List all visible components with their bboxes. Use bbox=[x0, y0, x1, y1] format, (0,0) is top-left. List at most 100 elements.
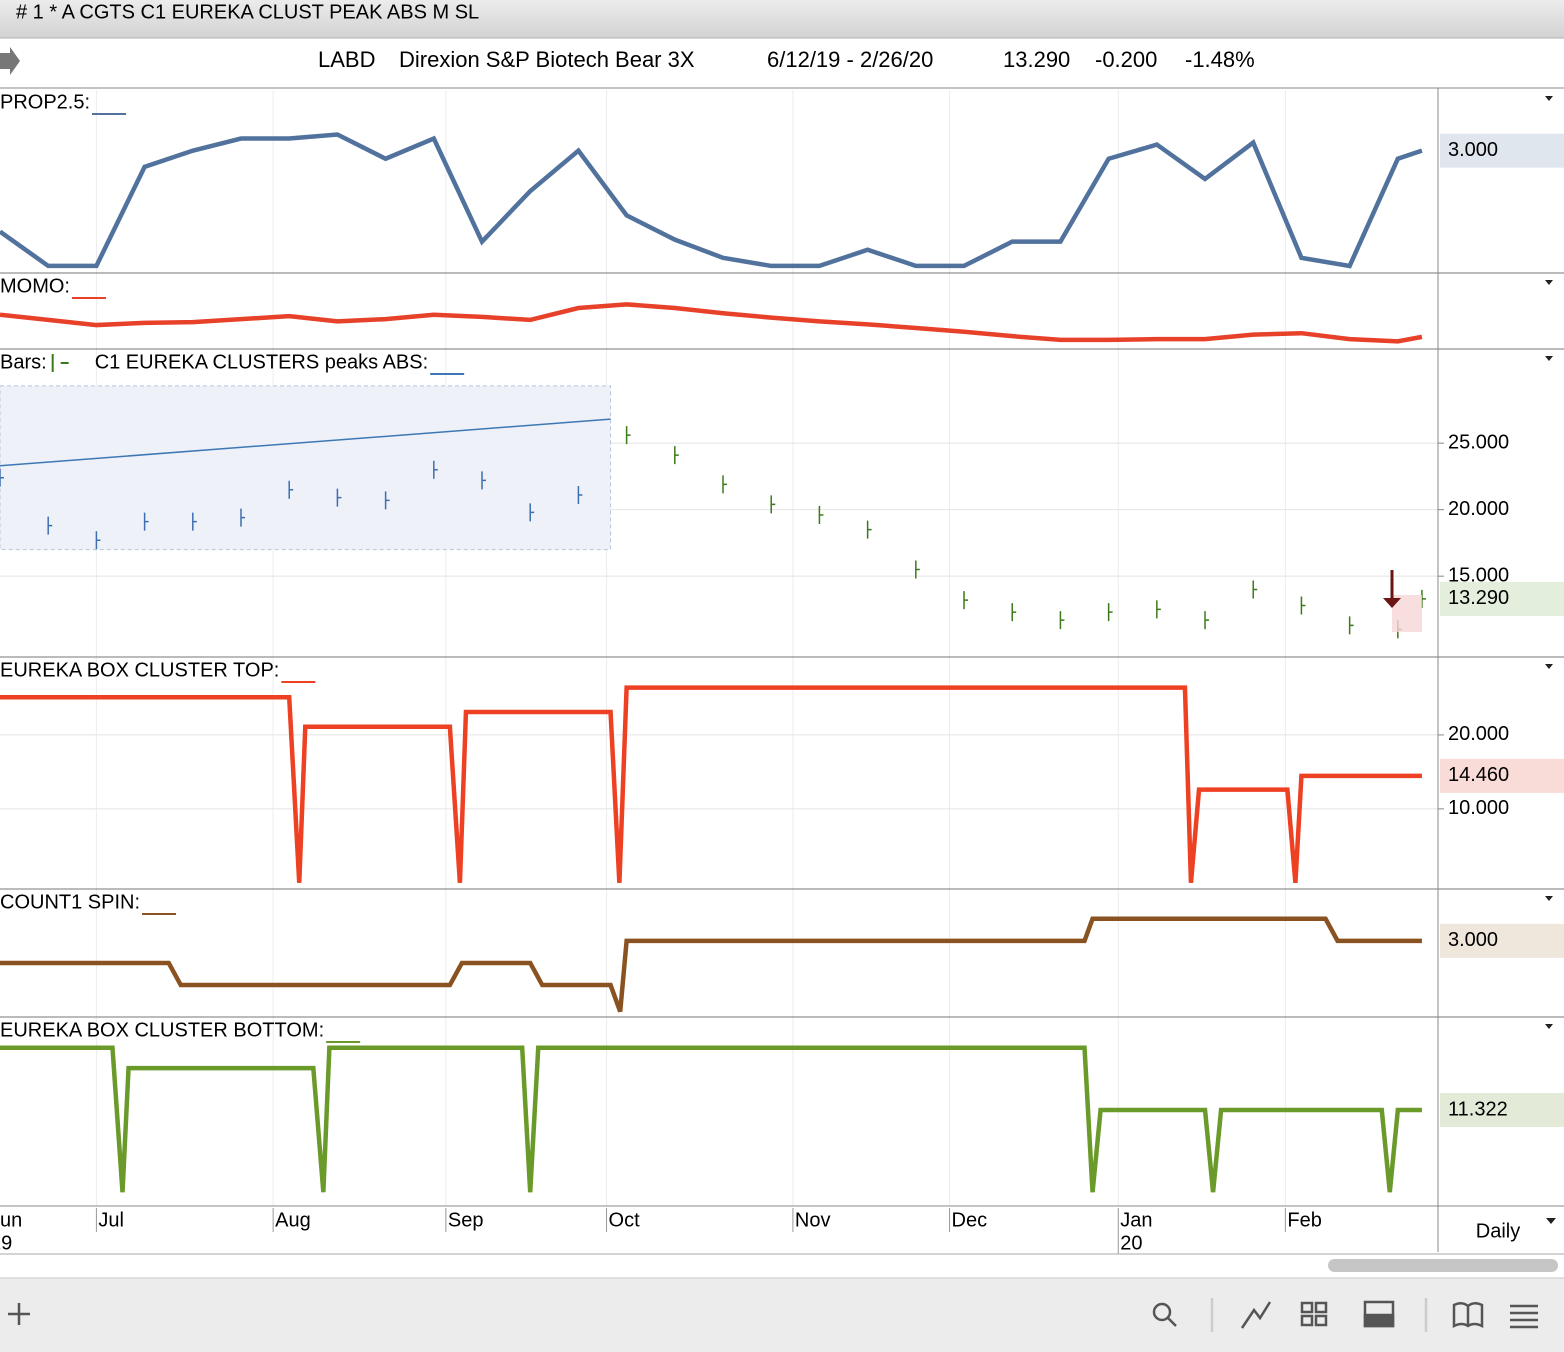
panel-menu bbox=[1545, 1024, 1553, 1029]
x-tick-label: Jan bbox=[1120, 1209, 1152, 1231]
series-line bbox=[0, 418, 611, 467]
panel-fill bbox=[1363, 1313, 1395, 1328]
x-tick-label: Feb bbox=[1287, 1209, 1321, 1231]
legend-label: COUNT1 SPIN: bbox=[0, 891, 140, 913]
value-label: 13.290 bbox=[1448, 587, 1509, 609]
value-label: 3.000 bbox=[1448, 929, 1498, 951]
price-bar bbox=[915, 560, 920, 579]
price-bar bbox=[625, 426, 631, 445]
legend-label: MOMO: bbox=[0, 275, 70, 297]
dropdown[interactable] bbox=[1546, 1218, 1556, 1224]
price-bar bbox=[722, 475, 728, 494]
plots: Jun Jul Aug Sep Oct Nov Dec Jan Feb 19 20 3.000 PROP… bbox=[0, 90, 1564, 1254]
price-bar bbox=[674, 446, 679, 465]
x-tick-label: Oct bbox=[609, 1209, 641, 1231]
price-bar bbox=[1107, 603, 1113, 622]
series-line bbox=[0, 132, 1423, 269]
series-line bbox=[0, 685, 1422, 884]
toolbar-icons bbox=[8, 1298, 1538, 1332]
price-bar bbox=[384, 491, 390, 510]
price-bar bbox=[1421, 589, 1426, 608]
value-label: 14.460 bbox=[1448, 764, 1509, 786]
x-tick-label: Jun bbox=[0, 1209, 22, 1231]
price-bar bbox=[192, 512, 197, 531]
series-line bbox=[0, 916, 1422, 1013]
header: LABD Direxion S&P Biotech Bear 3X 6/12/1… bbox=[0, 47, 1255, 75]
price-bar bbox=[818, 505, 824, 524]
price-bar bbox=[1252, 580, 1258, 599]
add-button[interactable] bbox=[8, 1303, 30, 1325]
price-bar bbox=[143, 512, 149, 531]
title-bar bbox=[0, 0, 1564, 38]
price-bar bbox=[240, 508, 246, 527]
panel-menu bbox=[1545, 356, 1553, 361]
panel-menu bbox=[1545, 280, 1553, 285]
price-bar bbox=[288, 480, 294, 499]
change-pct: -1.48% bbox=[1185, 47, 1255, 72]
nav-arrow[interactable] bbox=[0, 47, 20, 75]
price-bar bbox=[336, 488, 342, 507]
cluster-box bbox=[0, 385, 612, 551]
panel-menu bbox=[1545, 96, 1553, 101]
legend-swatch bbox=[51, 354, 69, 372]
year-label: 20 bbox=[1120, 1232, 1142, 1254]
symbol: LABD bbox=[318, 47, 375, 72]
value-label-box bbox=[1440, 758, 1564, 793]
value-label-box bbox=[1440, 133, 1564, 168]
series-line bbox=[0, 1045, 1422, 1193]
search-handle bbox=[1167, 1317, 1177, 1327]
price-bar bbox=[577, 486, 583, 505]
legend-label: C1 EUREKA CLUSTERS peaks ABS: bbox=[95, 351, 428, 373]
panel-menu bbox=[1545, 664, 1553, 669]
price-bar bbox=[1156, 600, 1161, 619]
security-name: Direxion S&P Biotech Bear 3X bbox=[399, 47, 695, 72]
legend-label: PROP2.5: bbox=[0, 91, 90, 113]
value-label-box bbox=[1440, 923, 1564, 958]
book-button[interactable] bbox=[1452, 1302, 1484, 1329]
value-label-box bbox=[1440, 1093, 1564, 1128]
y-tick-label: 25.000 bbox=[1448, 431, 1509, 453]
price-bar bbox=[963, 591, 969, 610]
price-bar bbox=[1011, 603, 1017, 622]
price-bar bbox=[0, 468, 4, 487]
price-bar bbox=[1300, 596, 1306, 615]
year-label: 19 bbox=[0, 1232, 12, 1254]
toolbar bbox=[0, 1278, 1564, 1352]
separator bbox=[1210, 1298, 1428, 1332]
signal-arrow-head bbox=[1383, 598, 1401, 608]
x-tick-label: Sep bbox=[448, 1209, 484, 1231]
layout-button[interactable] bbox=[1300, 1301, 1314, 1314]
x-tick-label: Nov bbox=[795, 1209, 831, 1231]
price-bar bbox=[1204, 611, 1210, 630]
price-bar bbox=[770, 495, 776, 514]
price-bar bbox=[1059, 611, 1065, 630]
y-tick-label: 15.000 bbox=[1448, 564, 1509, 586]
draw-button[interactable] bbox=[1240, 1301, 1272, 1329]
legend-label: EUREKA BOX CLUSTER BOTTOM: bbox=[0, 1019, 324, 1041]
y-tick-label: 20.000 bbox=[1448, 723, 1509, 745]
timeframe[interactable]: Daily bbox=[1476, 1220, 1520, 1242]
window-title: # 1 * A CGTS C1 EUREKA CLUST PEAK ABS M … bbox=[16, 1, 479, 23]
value-label: 11.322 bbox=[1448, 1098, 1508, 1120]
legend-label: Bars: bbox=[0, 351, 47, 373]
menu-button[interactable] bbox=[1510, 1304, 1538, 1329]
series-line bbox=[0, 302, 1423, 344]
value-label-box bbox=[1440, 581, 1564, 616]
price-bar bbox=[1348, 616, 1354, 635]
layout-cell bbox=[1314, 1301, 1328, 1314]
scrollbar[interactable] bbox=[1328, 1259, 1558, 1272]
price-bar bbox=[529, 503, 535, 522]
price-bar bbox=[47, 516, 53, 535]
panel-menu bbox=[1545, 896, 1553, 901]
layout-cell bbox=[1314, 1314, 1328, 1327]
price-bar bbox=[95, 531, 101, 550]
legend-label: EUREKA BOX CLUSTER TOP: bbox=[0, 659, 279, 681]
layout-cell bbox=[1300, 1314, 1314, 1327]
x-tick-label: Dec bbox=[952, 1209, 988, 1231]
search-button[interactable] bbox=[1152, 1302, 1172, 1322]
y-tick-label: 10.000 bbox=[1448, 797, 1509, 819]
x-tick-label: Jul bbox=[98, 1209, 124, 1231]
last-price: 13.290 bbox=[1003, 47, 1070, 72]
